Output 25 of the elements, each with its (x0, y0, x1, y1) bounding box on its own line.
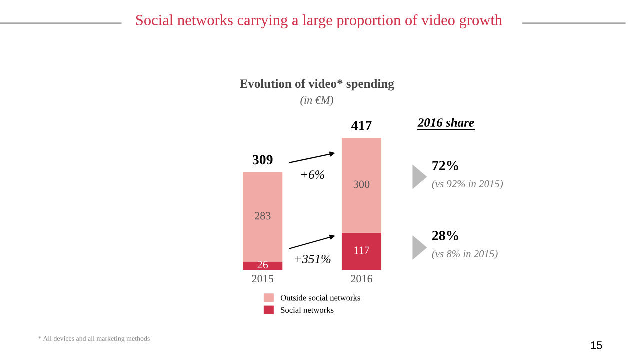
data-label: 283 (255, 212, 271, 220)
total-label: 417 (352, 121, 372, 130)
x-tick-label: 2016 (351, 275, 373, 283)
text: 72% (432, 161, 458, 170)
total-label: 309 (252, 155, 273, 165)
text: 28% (432, 231, 458, 240)
text: (in €M) (300, 96, 334, 106)
x-tick-label: 2015 (252, 275, 274, 283)
bar (342, 138, 382, 233)
legend-label: Outside social networks (280, 294, 360, 301)
legend-label: Social networks (281, 307, 334, 313)
annotation: +6% (301, 170, 324, 180)
chart-subtitle: Evolution of video* spending (240, 79, 394, 91)
data-label: 117 (354, 246, 370, 254)
text: 15 (591, 342, 602, 350)
data-label: 300 (354, 180, 370, 188)
data-label: 26 (258, 261, 268, 269)
text: 2016 share (418, 118, 474, 127)
bar (342, 232, 382, 270)
annotation: +351% (295, 254, 331, 264)
text: (vs 8% in 2015) (432, 250, 498, 260)
bar (243, 172, 283, 262)
bar (243, 262, 283, 270)
text: (vs 92% in 2015) (432, 180, 504, 190)
chart-title: Social networks carrying a large proportion of video growth (136, 14, 502, 29)
